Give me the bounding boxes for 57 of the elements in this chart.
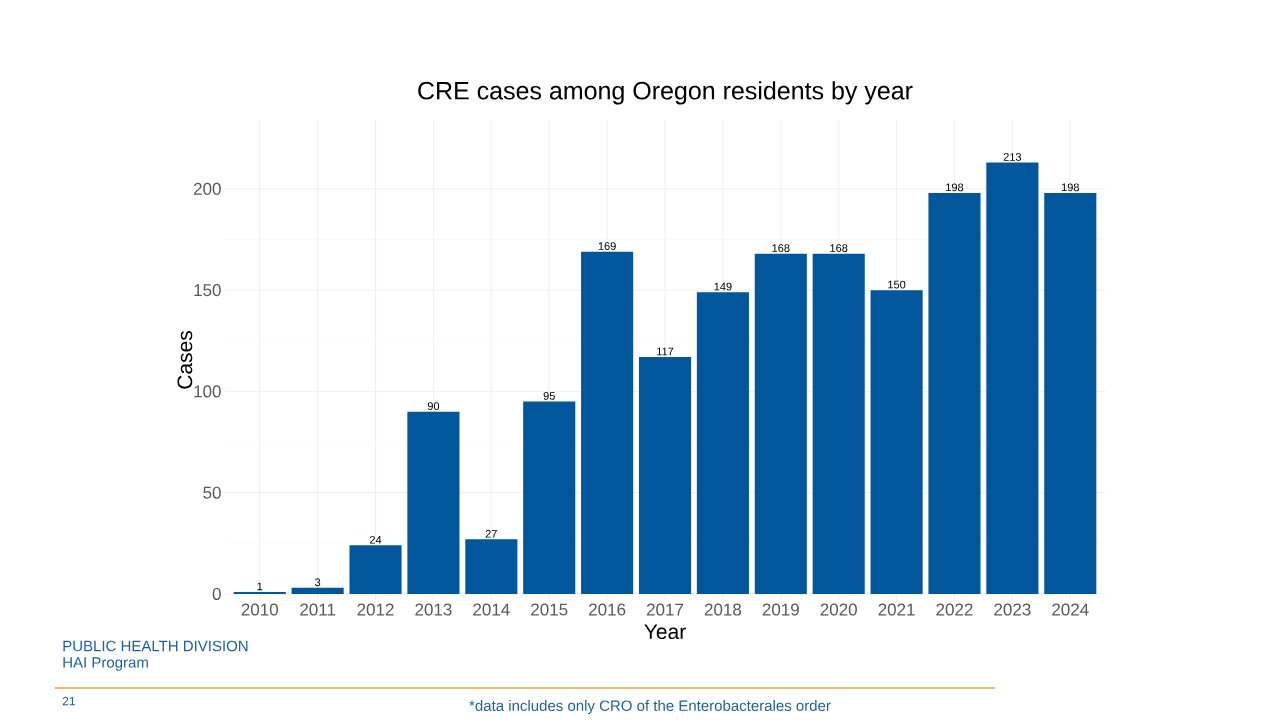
bar xyxy=(581,251,634,594)
bar xyxy=(986,162,1039,594)
x-tick-label: 2021 xyxy=(878,603,915,616)
text: HAI Program xyxy=(63,657,148,671)
data-label: 149 xyxy=(714,282,732,291)
bar xyxy=(407,411,460,594)
y-tick-label: 100 xyxy=(194,385,221,398)
text: *data includes only CRO of the Enterobacterales order xyxy=(469,700,831,714)
y-axis-title: Cases xyxy=(177,331,193,389)
data-label: 95 xyxy=(543,392,555,400)
text: PUBLIC HEALTH DIVISION xyxy=(63,640,248,652)
y-tick-label: 50 xyxy=(203,486,221,499)
bar xyxy=(465,539,518,594)
x-tick-label: 2015 xyxy=(531,603,568,616)
data-label: 90 xyxy=(427,402,440,410)
x-tick-label: 2022 xyxy=(936,603,973,616)
data-label: 3 xyxy=(315,578,321,587)
data-label: 198 xyxy=(946,183,964,192)
bar xyxy=(870,290,923,594)
x-tick-label: 2018 xyxy=(704,603,742,616)
bar xyxy=(349,545,402,594)
x-tick-label: 2016 xyxy=(589,603,626,616)
data-label: 168 xyxy=(772,244,790,252)
y-tick-label: 200 xyxy=(193,182,221,195)
x-tick-label: 2023 xyxy=(994,603,1031,616)
bar xyxy=(1044,192,1097,594)
x-tick-label: 2011 xyxy=(300,603,336,616)
data-label: 198 xyxy=(1061,183,1079,192)
data-label: 168 xyxy=(830,244,848,252)
bar xyxy=(812,253,865,594)
data-label: 213 xyxy=(1003,153,1022,161)
data-label: 27 xyxy=(485,529,497,538)
data-label: 150 xyxy=(888,280,906,289)
x-tick-label: 2024 xyxy=(1052,603,1089,616)
x-tick-label: 2019 xyxy=(762,603,799,616)
data-label: 24 xyxy=(369,535,382,544)
x-tick-label: 2010 xyxy=(241,603,278,616)
y-tick-label: 0 xyxy=(212,587,221,600)
x-tick-label: 2012 xyxy=(357,603,394,616)
bar xyxy=(291,587,344,594)
data-label: 1 xyxy=(257,582,263,591)
data-label: 169 xyxy=(598,242,616,250)
bar xyxy=(523,401,576,594)
bar xyxy=(638,356,692,594)
text: 21 xyxy=(62,696,75,706)
data-label: 117 xyxy=(657,347,674,356)
x-tick-label: 2017 xyxy=(646,603,684,616)
x-tick-label: 2020 xyxy=(820,603,857,616)
bar xyxy=(754,253,807,594)
bar xyxy=(233,591,286,594)
bar xyxy=(928,192,981,594)
x-tick-label: 2013 xyxy=(415,603,452,616)
bar xyxy=(696,292,749,594)
y-tick-label: 150 xyxy=(194,284,221,297)
x-axis-title: Year xyxy=(644,624,686,640)
x-tick-label: 2014 xyxy=(473,603,510,616)
chart-title: CRE cases among Oregon residents by year xyxy=(418,81,913,105)
